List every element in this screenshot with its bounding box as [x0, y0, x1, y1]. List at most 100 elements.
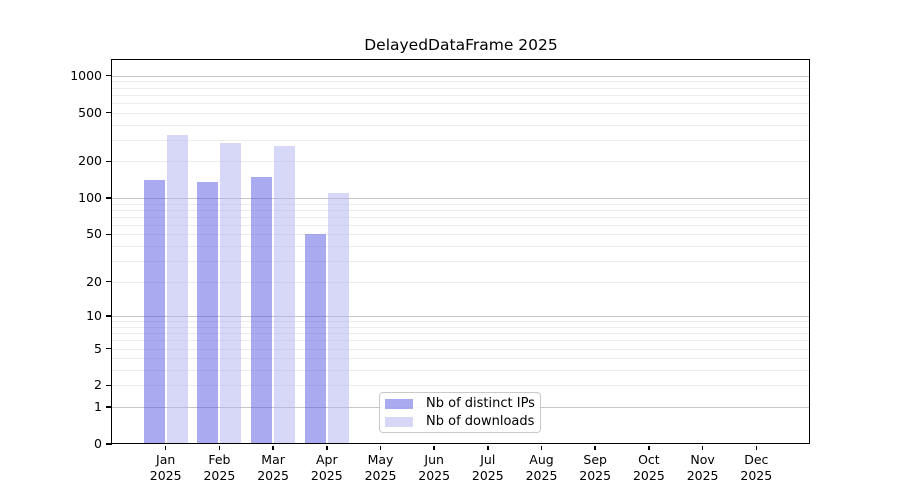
x-tick-month: Sep: [583, 452, 607, 467]
gridline-minor: [112, 94, 810, 96]
x-tick-year: 2025: [257, 467, 289, 483]
x-tick-year: 2025: [203, 467, 236, 483]
x-tick-year: 2025: [149, 467, 182, 483]
x-tick-mark: [487, 445, 489, 451]
y-tick-mark: [106, 74, 112, 77]
bar-distinct-ips-mar: [251, 176, 273, 444]
gridline-minor: [112, 209, 810, 211]
legend: Nb of distinct IPs Nb of downloads: [379, 392, 541, 433]
bar-distinct-ips-apr: [304, 234, 326, 444]
x-tick-year: 2025: [364, 467, 397, 483]
gridline-minor: [112, 216, 810, 218]
x-tick-year: 2025: [686, 467, 719, 483]
x-tick-label: Jan 2025: [136, 452, 196, 483]
y-tick-label: 2: [94, 377, 102, 393]
bar-downloads-jan: [166, 134, 188, 444]
plot-area: [112, 60, 810, 444]
x-tick-label: Oct 2025: [619, 452, 679, 483]
gridline-minor: [112, 246, 810, 247]
y-tick-mark: [106, 347, 112, 350]
y-tick-label: 0: [94, 436, 102, 451]
y-tick-label: 5: [94, 340, 102, 356]
gridline-minor: [112, 281, 810, 283]
x-tick-mark: [164, 445, 167, 451]
legend-label: Nb of distinct IPs: [426, 396, 535, 411]
x-tick-label: May 2025: [351, 452, 411, 483]
x-tick-year: 2025: [740, 467, 773, 483]
x-tick-label: Sep 2025: [565, 452, 625, 483]
x-tick-year: 2025: [471, 467, 504, 483]
bar-distinct-ips-feb: [197, 182, 219, 444]
gridline-minor: [112, 124, 810, 126]
bar-downloads-mar: [274, 146, 296, 444]
y-tick-mark: [106, 406, 112, 408]
y-tick-label: 1: [94, 399, 102, 414]
x-tick-label: Aug 2025: [512, 452, 572, 483]
x-tick-month: Dec: [744, 452, 769, 467]
bar-downloads-feb: [220, 143, 242, 444]
y-tick-label: 1000: [70, 67, 102, 83]
gridline-major: [112, 75, 810, 77]
x-tick-month: Oct: [638, 452, 660, 467]
y-tick-mark: [106, 233, 112, 236]
x-tick-mark: [701, 445, 704, 451]
y-tick-mark: [106, 315, 112, 317]
x-tick-mark: [218, 445, 221, 451]
gridline-minor: [112, 87, 810, 89]
x-tick-mark: [648, 445, 650, 451]
y-tick-mark: [106, 160, 112, 163]
gridline-minor: [112, 203, 810, 205]
x-tick-mark: [379, 445, 382, 451]
x-tick-label: Nov 2025: [673, 452, 733, 483]
gridline-minor: [112, 234, 810, 236]
x-tick-month: May: [367, 452, 394, 467]
x-tick-label: Feb 2025: [189, 452, 249, 483]
gridline-minor: [112, 260, 810, 262]
gridline-minor: [112, 139, 810, 141]
y-tick-label: 10: [86, 308, 102, 324]
x-tick-month: Mar: [261, 452, 285, 467]
x-tick-label: Jun 2025: [404, 452, 464, 483]
gridline-minor: [112, 385, 810, 387]
legend-item-distinct-ips: Nb of distinct IPs: [385, 396, 535, 411]
x-tick-month: Jul: [480, 452, 496, 467]
x-tick-mark: [433, 445, 435, 451]
gridline-major: [112, 316, 810, 318]
x-tick-mark: [540, 445, 543, 451]
gridline-minor: [112, 333, 810, 335]
legend-swatch-downloads: [385, 416, 413, 427]
gridline-minor: [112, 370, 810, 372]
gridline-minor: [112, 340, 810, 342]
x-tick-mark: [272, 445, 274, 451]
x-tick-month: Jun: [424, 452, 444, 467]
x-tick-label: Apr 2025: [297, 452, 357, 483]
x-tick-year: 2025: [418, 467, 451, 483]
y-tick-label: 50: [86, 226, 102, 242]
legend-label: Nb of downloads: [426, 414, 535, 429]
gridline-minor: [112, 321, 810, 323]
gridline-minor: [112, 358, 810, 360]
y-tick-mark: [106, 443, 112, 445]
y-tick-label: 20: [86, 273, 102, 289]
x-tick-year: 2025: [579, 467, 612, 483]
x-tick-mark: [755, 445, 758, 451]
gridline-minor: [112, 81, 810, 83]
bar-downloads-apr: [327, 192, 349, 444]
gridline-major: [112, 198, 810, 199]
gridline-minor: [112, 161, 810, 163]
x-tick-year: 2025: [525, 467, 558, 483]
y-tick-label: 100: [78, 190, 102, 205]
y-tick-mark: [106, 280, 112, 283]
x-tick-month: Aug: [529, 452, 554, 467]
y-tick-label: 200: [78, 153, 102, 169]
y-tick-mark: [106, 197, 112, 199]
x-tick-month: Apr: [315, 452, 338, 467]
x-tick-month: Feb: [208, 452, 231, 467]
x-tick-label: Dec 2025: [726, 452, 786, 483]
y-tick-mark: [106, 111, 112, 114]
gridline-minor: [112, 102, 810, 104]
chart-title: DelayedDataFrame 2025: [364, 36, 558, 54]
x-tick-mark: [594, 445, 596, 451]
x-tick-month: Jan: [156, 452, 176, 467]
